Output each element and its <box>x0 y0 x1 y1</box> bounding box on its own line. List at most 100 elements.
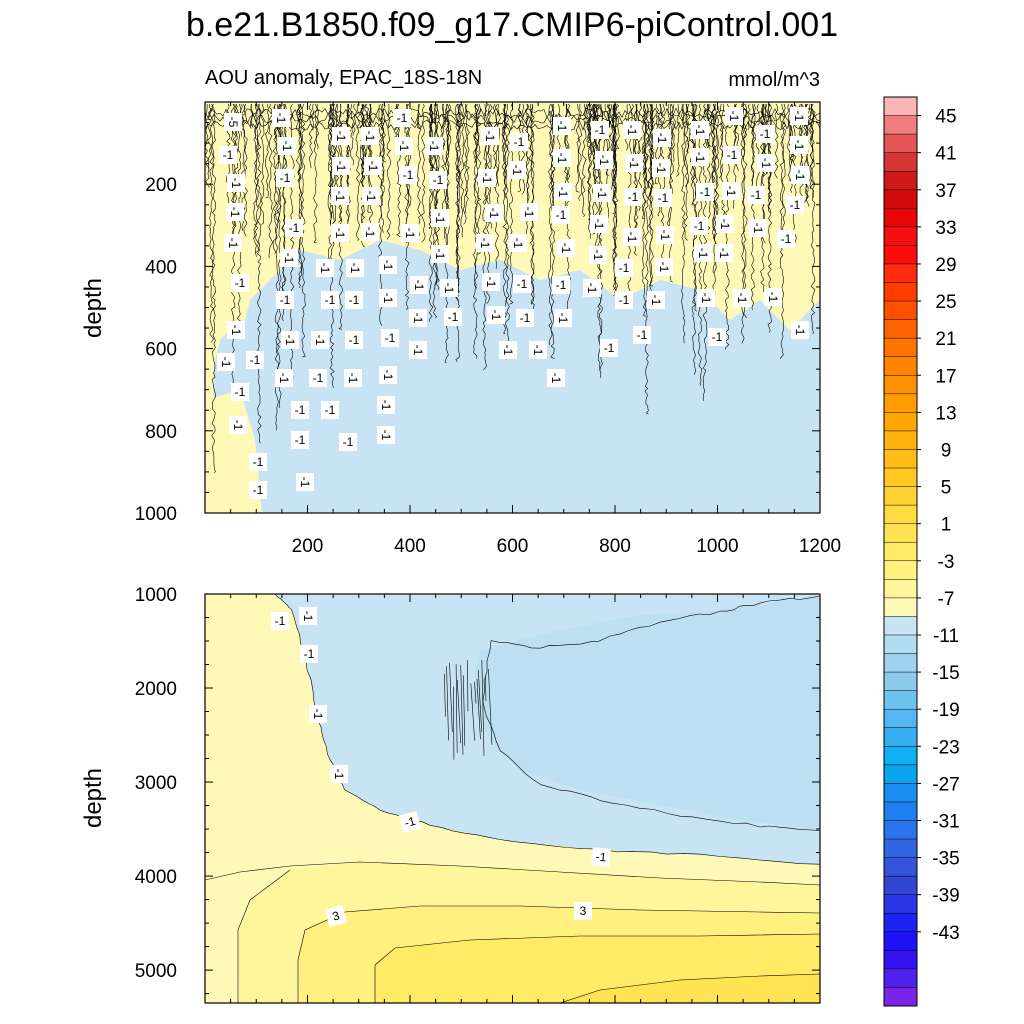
upper-contour-label: -1 <box>510 133 528 151</box>
upper-contour-line <box>272 103 278 254</box>
upper-contour-line <box>711 103 716 241</box>
colorbar: 45 41 37 33 29 25 21 17 13 9 5 1 -3 -7 -11 -15 -19 -23 -27… <box>883 96 960 1007</box>
upper-contour-label-text: -1 <box>759 158 773 169</box>
upper-contour-label-text: -1 <box>280 141 294 152</box>
upper-contour-label-bg <box>516 309 534 327</box>
upper-contour-label-bg <box>552 206 570 224</box>
upper-contour-line <box>205 119 820 131</box>
upper-contour-line <box>249 103 254 129</box>
colorbar-swatch <box>884 375 917 395</box>
upper-contour-label: -1 <box>481 127 499 145</box>
upper-contour-label-text: -1 <box>363 227 377 238</box>
colorbar-swatch <box>884 393 917 413</box>
colorbar-tick-label: -27 <box>932 774 959 795</box>
upper-contour-label-bg <box>633 326 651 344</box>
upper-contour-label-bg <box>653 129 671 147</box>
lower-contour-label-bg <box>591 847 611 867</box>
upper-contour-label-text: -1 <box>313 335 327 346</box>
upper-contour-label: -1 <box>520 203 538 221</box>
lower-contour-line <box>488 669 493 745</box>
upper-contour-label: -1 <box>275 369 293 387</box>
upper-contour-label: -1 <box>715 244 733 262</box>
upper-contour-label-bg <box>431 209 449 227</box>
upper-contour-label: -1 <box>623 121 641 139</box>
upper-contour-label-bg <box>316 259 334 277</box>
upper-contour-label-text: -1 <box>363 131 377 142</box>
upper-contour-label-bg <box>583 279 601 297</box>
upper-contour-line <box>598 103 604 372</box>
upper-contour-line <box>298 103 303 282</box>
upper-contour-label: -1 <box>346 259 364 277</box>
upper-contour-label-bg <box>487 306 505 324</box>
upper-contour-label-text: -1 <box>585 283 599 294</box>
upper-contour-label-text: -1 <box>318 263 332 274</box>
upper-contour-line <box>613 103 619 294</box>
upper-contour-line <box>720 103 726 226</box>
lower-contour-label-bg <box>299 607 317 625</box>
upper-contour-label-bg <box>654 189 672 207</box>
colorbar-tick-label: 9 <box>941 440 952 461</box>
upper-contour-label-bg <box>694 244 712 262</box>
upper-contour-label-text: -1 <box>487 208 501 219</box>
upper-contour-label-bg <box>321 401 339 419</box>
lower-y-tick-label: 5000 <box>135 961 177 982</box>
upper-contour-label: -1 <box>591 121 609 139</box>
upper-contour-label-bg <box>280 249 298 267</box>
upper-contour-line <box>445 103 450 221</box>
colorbar-swatch <box>884 208 917 228</box>
upper-contour-line <box>254 103 259 253</box>
colorbar-tick-label: 45 <box>935 107 956 128</box>
upper-contour-label: -1 <box>653 129 671 147</box>
upper-contour-label-text: -1 <box>364 191 378 202</box>
upper-contour-label-bg <box>690 217 708 235</box>
upper-contour-line <box>205 107 820 119</box>
upper-contour-label-text: -1 <box>696 248 710 259</box>
upper-y-tick-label: 600 <box>145 340 177 361</box>
upper-contour-line <box>575 103 580 193</box>
upper-y-axis-title: depth <box>80 278 107 338</box>
upper-contour-line <box>607 103 612 128</box>
upper-contour-label-bg <box>722 182 740 200</box>
upper-contour-line <box>649 103 655 195</box>
upper-contour-line <box>421 103 426 243</box>
upper-contour-line <box>455 103 461 298</box>
upper-contour-label: -1 <box>647 291 665 309</box>
colorbar-tick-label: 25 <box>935 292 956 313</box>
upper-contour-label-bg <box>321 291 339 309</box>
colorbar-tick-label: 37 <box>935 181 956 202</box>
upper-contour-label: -1 <box>764 288 782 306</box>
colorbar-tick-label: 1 <box>941 515 952 536</box>
upper-contour-label: -1 <box>409 309 427 327</box>
upper-contour-label-text: -1 <box>433 249 447 260</box>
upper-contour-label-bg <box>285 219 303 237</box>
lower-y-tick-label: 2000 <box>135 679 177 700</box>
upper-contour-line <box>327 103 333 218</box>
lower-contour-line <box>446 666 449 741</box>
upper-contour-label-bg <box>647 291 665 309</box>
upper-contour-line <box>747 103 751 131</box>
colorbar-swatch <box>884 542 917 562</box>
upper-contour-label: -1 <box>227 321 245 339</box>
upper-contour-label-text: -1 <box>280 293 291 307</box>
colorbar-swatch <box>884 560 917 580</box>
colorbar-tick-label: 5 <box>941 478 952 499</box>
upper-contour-label: -1 <box>332 127 350 145</box>
lower-contour-line <box>470 683 475 741</box>
upper-contour-label-text: -1 <box>333 191 347 202</box>
lower-contour-lines <box>205 594 820 1003</box>
lower-contour-line-7 <box>559 973 820 1003</box>
upper-contour-label-text: -1 <box>325 293 336 307</box>
upper-contour-label-bg <box>553 117 571 135</box>
upper-contour-label-text: -1 <box>343 435 354 449</box>
upper-contour-label: -5 <box>224 113 242 131</box>
upper-contour-label: -1 <box>656 226 674 244</box>
upper-contour-label-bg <box>547 369 565 387</box>
upper-contour-line <box>787 103 791 181</box>
upper-contour-label-text: -1 <box>724 186 738 197</box>
upper-contour-label-text: -1 <box>295 433 306 447</box>
upper-contour-label: -1 <box>332 157 350 175</box>
upper-contour-label: -1 <box>615 259 633 277</box>
upper-contour-label-bg <box>229 416 247 434</box>
upper-contour-label-bg <box>615 259 633 277</box>
lower-contour-label-text: -1 <box>403 814 417 830</box>
